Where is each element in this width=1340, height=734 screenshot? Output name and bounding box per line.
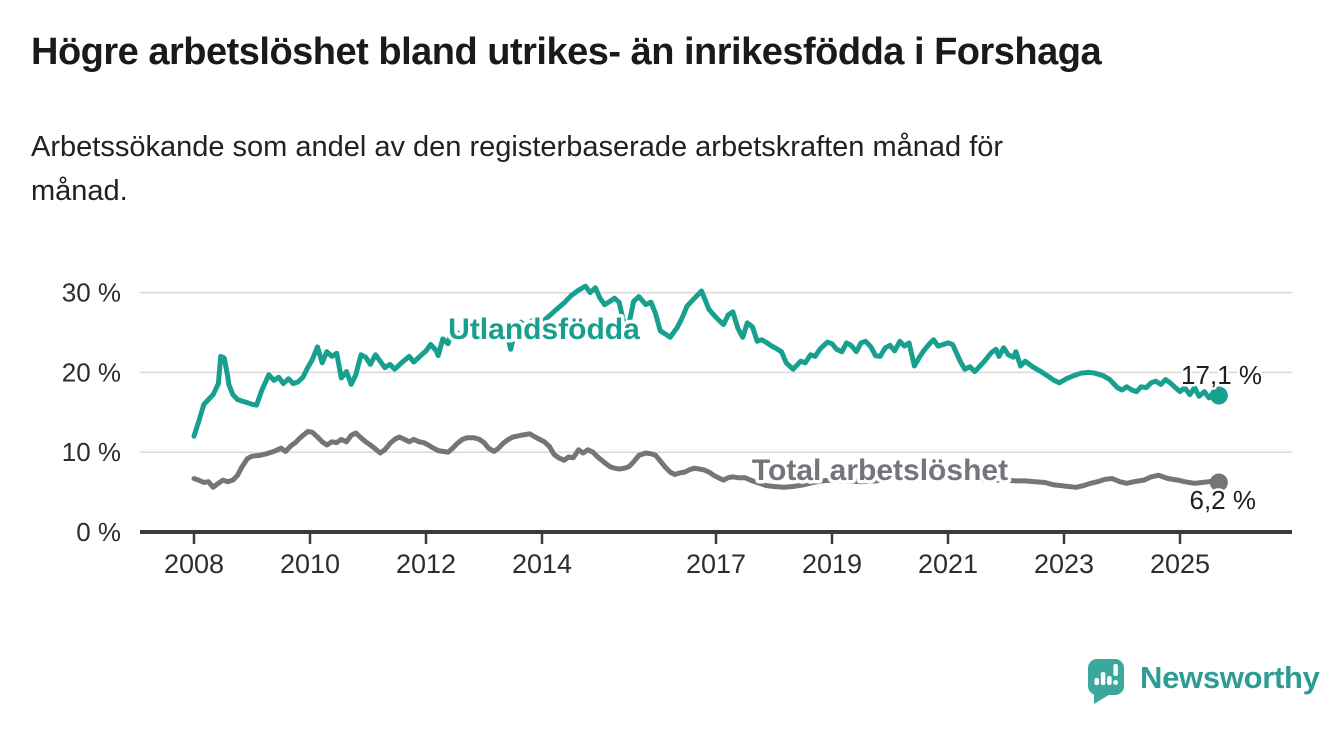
newsworthy-logo-icon bbox=[1088, 659, 1124, 704]
series-line-total bbox=[191, 429, 1222, 490]
endpoint-dot-utlandsfodda bbox=[1209, 386, 1228, 405]
x-axis-tick-label: 2023 bbox=[1034, 549, 1094, 579]
x-axis-tick-label: 2025 bbox=[1150, 549, 1210, 579]
series-label-total: Total arbetslöshet bbox=[752, 454, 1008, 487]
series-line-utlandsfodda bbox=[191, 283, 1222, 439]
x-axis-tick-label: 2021 bbox=[918, 549, 978, 579]
y-axis-tick-label: 0 % bbox=[76, 517, 121, 547]
axes bbox=[140, 530, 1292, 544]
tick-labels: 0 % 10 % 20 % 30 % 2008 2010 2012 2014 2017 2019 2… bbox=[62, 278, 1210, 579]
x-axis-tick-label: 2014 bbox=[512, 549, 572, 579]
end-value-label-utlandsfodda: 17,1 % bbox=[1181, 360, 1262, 390]
endpoint-dot-total bbox=[1209, 473, 1228, 492]
x-axis-tick-label: 2012 bbox=[396, 549, 456, 579]
y-axis-tick-label: 30 % bbox=[62, 278, 121, 308]
series-label-utlandsfodda: Utlandsfödda bbox=[448, 313, 640, 346]
newsworthy-logo: Newsworthy bbox=[1086, 657, 1320, 706]
end-value-label-total: 6,2 % bbox=[1190, 485, 1257, 515]
x-axis-tick-label: 2017 bbox=[686, 549, 746, 579]
x-axis-tick-label: 2010 bbox=[280, 549, 340, 579]
series-lines bbox=[191, 283, 1228, 492]
x-axis-tick-label: 2019 bbox=[802, 549, 862, 579]
page-title: Högre arbetslöshet bland utrikes- än inr… bbox=[31, 31, 1102, 73]
newsworthy-logo-text: Newsworthy bbox=[1140, 659, 1320, 695]
y-axis-tick-label: 10 % bbox=[62, 437, 121, 467]
y-axis-tick-label: 20 % bbox=[62, 357, 121, 387]
x-axis-tick-label: 2008 bbox=[164, 549, 224, 579]
chart-subtitle: Arbetssökande som andel av den registerb… bbox=[31, 131, 1004, 207]
